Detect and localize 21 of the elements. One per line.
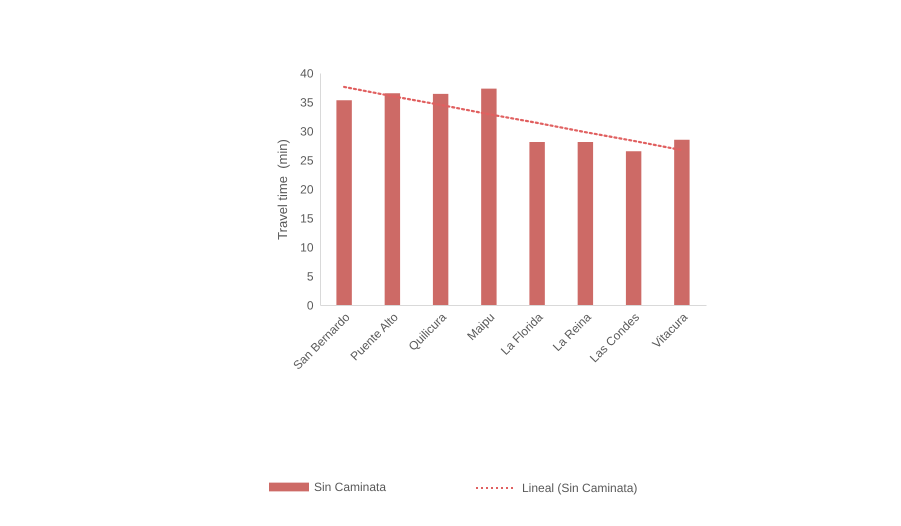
y-tick-label: 35	[300, 96, 314, 110]
y-tick-label: 30	[300, 124, 314, 138]
bar	[336, 100, 352, 305]
y-tick-label: 0	[306, 298, 314, 312]
bar	[384, 93, 400, 305]
legend-label: Lineal (Sin Caminata)	[522, 481, 638, 495]
y-tick-label: 10	[300, 240, 314, 254]
bar	[432, 94, 448, 305]
bar	[674, 140, 690, 305]
line-series	[343, 86, 683, 152]
legend-label: Sin Caminata	[314, 480, 386, 494]
bar	[481, 88, 497, 305]
bar	[529, 142, 545, 305]
y-axis-title: Travel time (min)	[275, 139, 290, 240]
y-tick-label: 20	[300, 182, 314, 196]
bar	[578, 142, 594, 305]
y-tick-label: 5	[306, 270, 314, 284]
bar	[626, 151, 642, 305]
y-tick-label: 25	[300, 154, 314, 168]
y-tick-label: 15	[300, 212, 314, 226]
y-tick-label: 40	[300, 66, 314, 80]
